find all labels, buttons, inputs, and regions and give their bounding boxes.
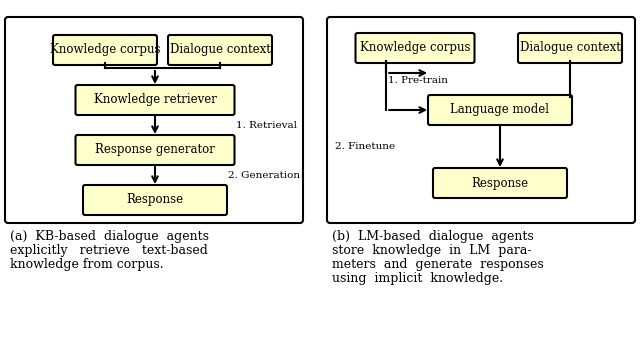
Text: Response: Response: [127, 193, 184, 207]
FancyBboxPatch shape: [76, 85, 234, 115]
Text: Knowledge retriever: Knowledge retriever: [93, 94, 216, 106]
FancyBboxPatch shape: [76, 135, 234, 165]
Text: Dialogue context: Dialogue context: [520, 42, 620, 54]
Text: using  implicit  knowledge.: using implicit knowledge.: [332, 272, 503, 285]
Text: Knowledge corpus: Knowledge corpus: [50, 44, 160, 56]
FancyBboxPatch shape: [428, 95, 572, 125]
Text: (b)  LM-based  dialogue  agents: (b) LM-based dialogue agents: [332, 230, 534, 243]
Text: meters  and  generate  responses: meters and generate responses: [332, 258, 544, 271]
FancyBboxPatch shape: [5, 17, 303, 223]
Text: 2. Finetune: 2. Finetune: [335, 142, 395, 151]
Text: Knowledge corpus: Knowledge corpus: [360, 42, 470, 54]
Text: explicitly   retrieve   text-based: explicitly retrieve text-based: [10, 244, 208, 257]
Text: Response generator: Response generator: [95, 144, 215, 156]
FancyBboxPatch shape: [83, 185, 227, 215]
Text: knowledge from corpus.: knowledge from corpus.: [10, 258, 164, 271]
Text: 1. Pre-train: 1. Pre-train: [388, 76, 448, 85]
Text: (a)  KB-based  dialogue  agents: (a) KB-based dialogue agents: [10, 230, 209, 243]
FancyBboxPatch shape: [433, 168, 567, 198]
Text: 2. Generation: 2. Generation: [228, 170, 300, 179]
FancyBboxPatch shape: [355, 33, 474, 63]
FancyBboxPatch shape: [518, 33, 622, 63]
Text: 1. Retrieval: 1. Retrieval: [236, 121, 296, 129]
Text: Response: Response: [472, 176, 529, 190]
Text: store  knowledge  in  LM  para-: store knowledge in LM para-: [332, 244, 531, 257]
Text: Language model: Language model: [451, 103, 550, 117]
FancyBboxPatch shape: [53, 35, 157, 65]
FancyBboxPatch shape: [168, 35, 272, 65]
Text: Dialogue context: Dialogue context: [170, 44, 271, 56]
FancyBboxPatch shape: [327, 17, 635, 223]
